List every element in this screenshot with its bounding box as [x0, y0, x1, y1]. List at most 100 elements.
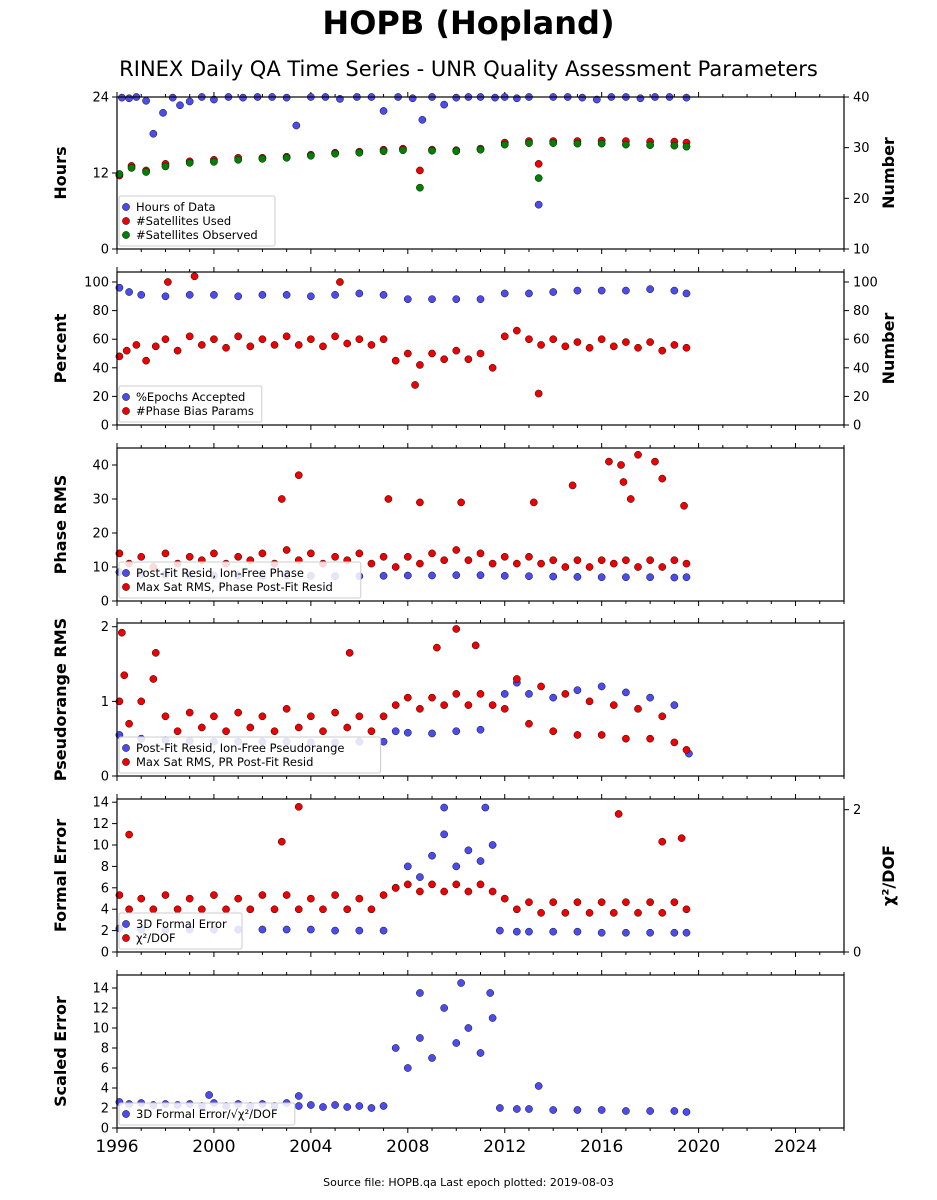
source-footer: Source file: HOPB.qa Last epoch plotted:…	[323, 1176, 614, 1189]
data-point	[609, 559, 618, 568]
data-point	[210, 335, 218, 344]
data-point	[190, 272, 199, 281]
y-tick-label: 8	[101, 1042, 109, 1057]
data-point	[549, 927, 558, 936]
data-point	[513, 675, 521, 683]
data-point	[142, 356, 150, 365]
data-point	[411, 381, 419, 389]
data-point	[682, 559, 691, 568]
data-point	[525, 289, 533, 298]
data-point	[391, 1044, 400, 1052]
data-point	[561, 342, 570, 351]
data-point	[597, 682, 606, 691]
data-point	[168, 93, 177, 102]
data-point	[619, 478, 628, 486]
data-point	[137, 552, 146, 561]
data-point	[115, 352, 124, 361]
data-point	[205, 1091, 213, 1099]
data-point	[597, 898, 606, 907]
legend-entry: Max Sat RMS, Phase Post-Fit Resid	[136, 580, 333, 594]
data-point	[440, 701, 448, 709]
data-point	[117, 93, 126, 102]
data-point	[440, 355, 448, 364]
y-tick-label: 0	[101, 243, 109, 258]
y2-tick-label: 40	[853, 91, 870, 106]
data-point	[355, 148, 364, 157]
legend-box	[118, 561, 362, 599]
data-point	[537, 559, 545, 568]
data-point	[561, 690, 570, 698]
data-point	[549, 139, 558, 147]
data-point	[670, 928, 679, 937]
data-point	[646, 928, 654, 937]
legend-entry: Post-Fit Resid, Ion-Free Pseudorange	[136, 741, 344, 755]
data-point	[578, 93, 587, 102]
data-point	[336, 95, 344, 103]
data-point	[197, 905, 206, 914]
data-point	[176, 101, 184, 110]
data-point	[222, 727, 230, 736]
data-point	[149, 675, 158, 683]
data-point	[561, 563, 570, 571]
y-tick-label: 0	[101, 595, 109, 610]
legend-entry: 3D Formal Error	[136, 917, 227, 931]
data-point	[149, 129, 158, 138]
data-point	[452, 546, 461, 554]
data-point	[500, 289, 509, 298]
data-point	[634, 909, 642, 917]
data-point	[622, 734, 630, 743]
plot-frame	[116, 622, 845, 777]
data-point	[210, 95, 218, 104]
data-point	[585, 909, 594, 917]
data-point	[500, 704, 509, 713]
data-point	[355, 894, 364, 903]
data-point	[142, 96, 150, 105]
data-point	[294, 905, 303, 914]
data-point	[452, 1039, 461, 1047]
data-point	[292, 121, 301, 130]
data-point	[355, 335, 364, 344]
data-point	[440, 1004, 448, 1012]
data-point	[125, 830, 133, 839]
y-axis-label: Phase RMS	[51, 475, 70, 575]
x-tick-label: 2024	[774, 1137, 817, 1157]
data-point	[513, 559, 521, 568]
data-point	[646, 285, 654, 294]
y-tick-label: 12	[92, 1002, 109, 1017]
legend-box	[118, 1102, 296, 1126]
legend-entry: #Phase Bias Params	[136, 404, 254, 418]
legend-entry: χ²/DOF	[136, 931, 176, 945]
legend-box	[118, 195, 276, 247]
y2-tick-label: 30	[853, 141, 870, 156]
y-tick-label: 1	[101, 695, 109, 710]
data-point	[403, 295, 412, 304]
data-point	[670, 1107, 679, 1115]
data-point	[476, 145, 485, 154]
legend-marker	[122, 203, 130, 211]
data-point	[185, 97, 194, 106]
data-point	[646, 338, 654, 346]
data-point	[270, 905, 279, 914]
data-point	[513, 1105, 521, 1113]
data-point	[331, 708, 339, 717]
data-point	[391, 356, 400, 365]
y2-tick-label: 10	[853, 243, 870, 258]
data-point	[617, 461, 625, 469]
data-point	[127, 164, 136, 172]
data-point	[294, 723, 303, 732]
data-point	[646, 1107, 654, 1115]
data-point	[161, 891, 170, 899]
data-point	[379, 291, 388, 299]
data-point	[379, 147, 388, 156]
y2-axis-label: χ²/DOF	[879, 845, 898, 906]
data-point	[331, 332, 339, 341]
data-point	[379, 1102, 388, 1110]
data-point	[452, 862, 461, 871]
data-point	[646, 693, 654, 702]
data-point	[585, 343, 594, 352]
data-point	[355, 549, 364, 558]
data-point	[355, 1102, 364, 1110]
data-point	[428, 295, 436, 304]
x-tick-label: 2012	[483, 1137, 526, 1157]
